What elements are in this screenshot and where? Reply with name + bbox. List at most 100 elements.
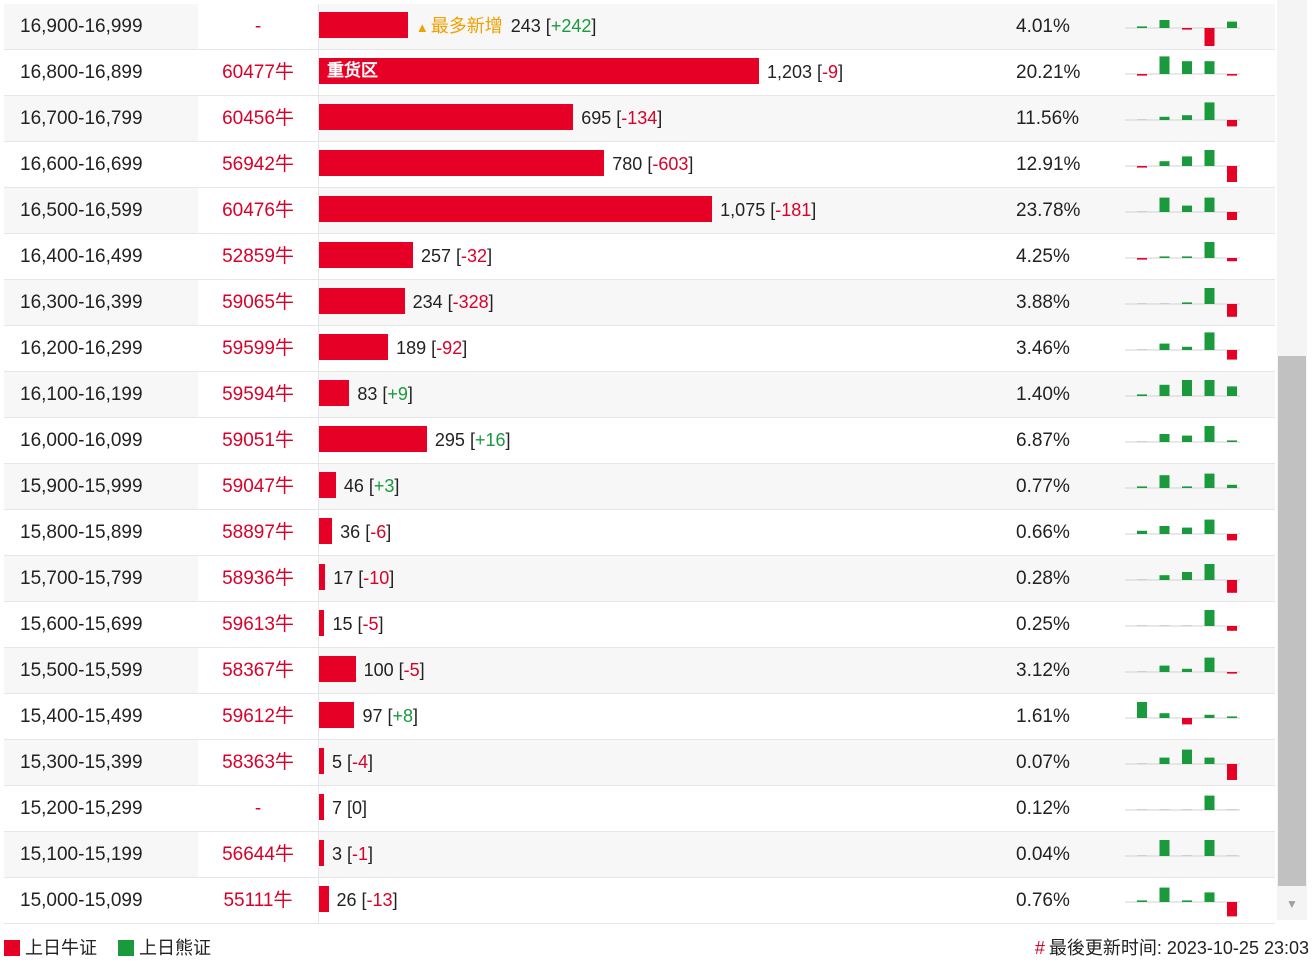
table-row: 16,700-16,799 60456牛 695 [-134] 11.56% (4, 96, 1275, 142)
percentage: 0.77% (1016, 476, 1070, 497)
warrant-code[interactable]: 59594牛 (198, 372, 318, 417)
legend: 上日牛证 上日熊证 (4, 934, 211, 960)
warrant-code[interactable]: 55111牛 (198, 878, 318, 923)
table-row: 15,500-15,599 58367牛 100 [-5] 3.12% (4, 648, 1275, 694)
change-value: -32 (461, 246, 488, 266)
warrant-code[interactable]: 60456牛 (198, 96, 318, 141)
strike-range: 15,800-15,899 (20, 522, 143, 543)
quantity-change: 15 [-5] (332, 614, 384, 634)
quantity-value: 26 (336, 890, 357, 910)
daily-change-sparkline (1125, 242, 1240, 262)
scroll-down-arrow-icon[interactable]: ▼ (1286, 897, 1298, 911)
sparkline-bar (1204, 197, 1215, 212)
warrant-code[interactable]: 59047牛 (198, 464, 318, 509)
sparkline-bar (1204, 102, 1215, 120)
daily-change-sparkline (1125, 795, 1240, 811)
warrant-code[interactable]: 59051牛 (198, 418, 318, 463)
sparkline-bar (1204, 332, 1215, 350)
warrant-code[interactable]: 60477牛 (198, 50, 318, 95)
sparkline-bar (1227, 440, 1237, 442)
sparkline-bar (1182, 718, 1192, 725)
sparkline-bar (1227, 386, 1237, 396)
warrant-code[interactable]: 58367牛 (198, 648, 318, 693)
warrant-code[interactable]: 59065牛 (198, 280, 318, 325)
quantity-bar (319, 794, 324, 820)
change-value: -10 (363, 568, 390, 588)
percentage: 12.91% (1016, 154, 1081, 175)
column-divider (318, 280, 319, 325)
sparkline-bar (1204, 519, 1215, 534)
sparkline-bar (1159, 20, 1170, 28)
sparkline-bar (1182, 749, 1192, 764)
column-divider (318, 510, 319, 555)
sparkline-bar (1159, 575, 1170, 580)
sparkline-bar (1182, 900, 1192, 902)
change-value: -9 (822, 62, 839, 82)
strike-range: 16,700-16,799 (20, 108, 143, 129)
quantity-change: 1,203 [-9] (767, 62, 844, 82)
daily-change-sparkline (1125, 702, 1240, 725)
quantity-change: ▲ 最多新增 243 [+242] (415, 16, 597, 36)
warrant-code[interactable]: 58363牛 (198, 740, 318, 785)
sparkline-bar (1159, 434, 1170, 442)
table-row: 15,800-15,899 58897牛 36 [-6] 0.66% (4, 510, 1275, 556)
change-value: +242 (550, 16, 592, 36)
sparkline-bar (1159, 197, 1170, 212)
warrant-code[interactable]: 58897牛 (198, 510, 318, 555)
warrant-code[interactable]: 56644牛 (198, 832, 318, 877)
sparkline-bar (1204, 657, 1215, 672)
sparkline-bar (1182, 625, 1192, 626)
vertical-scrollbar[interactable]: ▼ (1277, 0, 1307, 920)
warrant-code[interactable]: - (198, 4, 318, 49)
bear-legend-swatch (118, 940, 135, 956)
warrant-code[interactable]: 59612牛 (198, 694, 318, 739)
column-divider (318, 602, 319, 647)
sparkline-bar (1227, 855, 1237, 856)
sparkline-bar (1137, 855, 1147, 856)
sparkline-bar (1182, 572, 1192, 580)
warrant-code[interactable]: 52859牛 (198, 234, 318, 279)
bull-legend-label: 上日牛证 (25, 938, 97, 958)
sparkline-bar (1137, 530, 1147, 534)
change-value: +3 (373, 476, 395, 496)
warrant-code[interactable]: 60476牛 (198, 188, 318, 233)
warrant-code[interactable]: 59599牛 (198, 326, 318, 371)
quantity-change: 1,075 [-181] (720, 200, 817, 220)
percentage: 23.78% (1016, 200, 1081, 221)
daily-change-sparkline (1125, 887, 1240, 917)
hash-icon: # (1034, 938, 1045, 958)
sparkline-bar (1227, 764, 1237, 780)
quantity-bar (319, 426, 427, 452)
sparkline-bar (1137, 166, 1147, 168)
sparkline-bar (1137, 671, 1147, 672)
quantity-bar (319, 242, 413, 268)
sparkline-bar (1137, 349, 1147, 350)
sparkline-bar (1204, 610, 1215, 626)
warrant-code[interactable]: - (198, 786, 318, 831)
strike-range: 15,900-15,999 (20, 476, 143, 497)
sparkline-bar (1182, 435, 1192, 442)
quantity-change: 189 [-92] (396, 338, 468, 358)
sparkline-bar (1182, 855, 1192, 856)
sparkline-bar (1227, 258, 1237, 262)
column-divider (318, 556, 319, 601)
quantity-value: 1,203 (767, 62, 813, 82)
sparkline-bar (1159, 343, 1170, 350)
table-row: 16,600-16,699 56942牛 780 [-603] 12.91% (4, 142, 1275, 188)
table-row: 16,800-16,899 60477牛 重货区 1,203 [-9] 20.21% (4, 50, 1275, 96)
sparkline-bar (1204, 28, 1215, 46)
warrant-code[interactable]: 56942牛 (198, 142, 318, 187)
quantity-change: 3 [-1] (332, 844, 374, 864)
warrant-code[interactable]: 59613牛 (198, 602, 318, 647)
quantity-value: 1,075 (720, 200, 766, 220)
warrant-code[interactable]: 58936牛 (198, 556, 318, 601)
sparkline-bar (1159, 526, 1170, 534)
quantity-change: 17 [-10] (333, 568, 395, 588)
change-value: -6 (370, 522, 387, 542)
column-divider (318, 4, 319, 49)
scrollbar-thumb[interactable] (1278, 356, 1306, 886)
sparkline-bar (1159, 116, 1170, 120)
sparkline-bar (1159, 887, 1170, 902)
column-divider (318, 694, 319, 739)
quantity-bar (319, 702, 355, 728)
